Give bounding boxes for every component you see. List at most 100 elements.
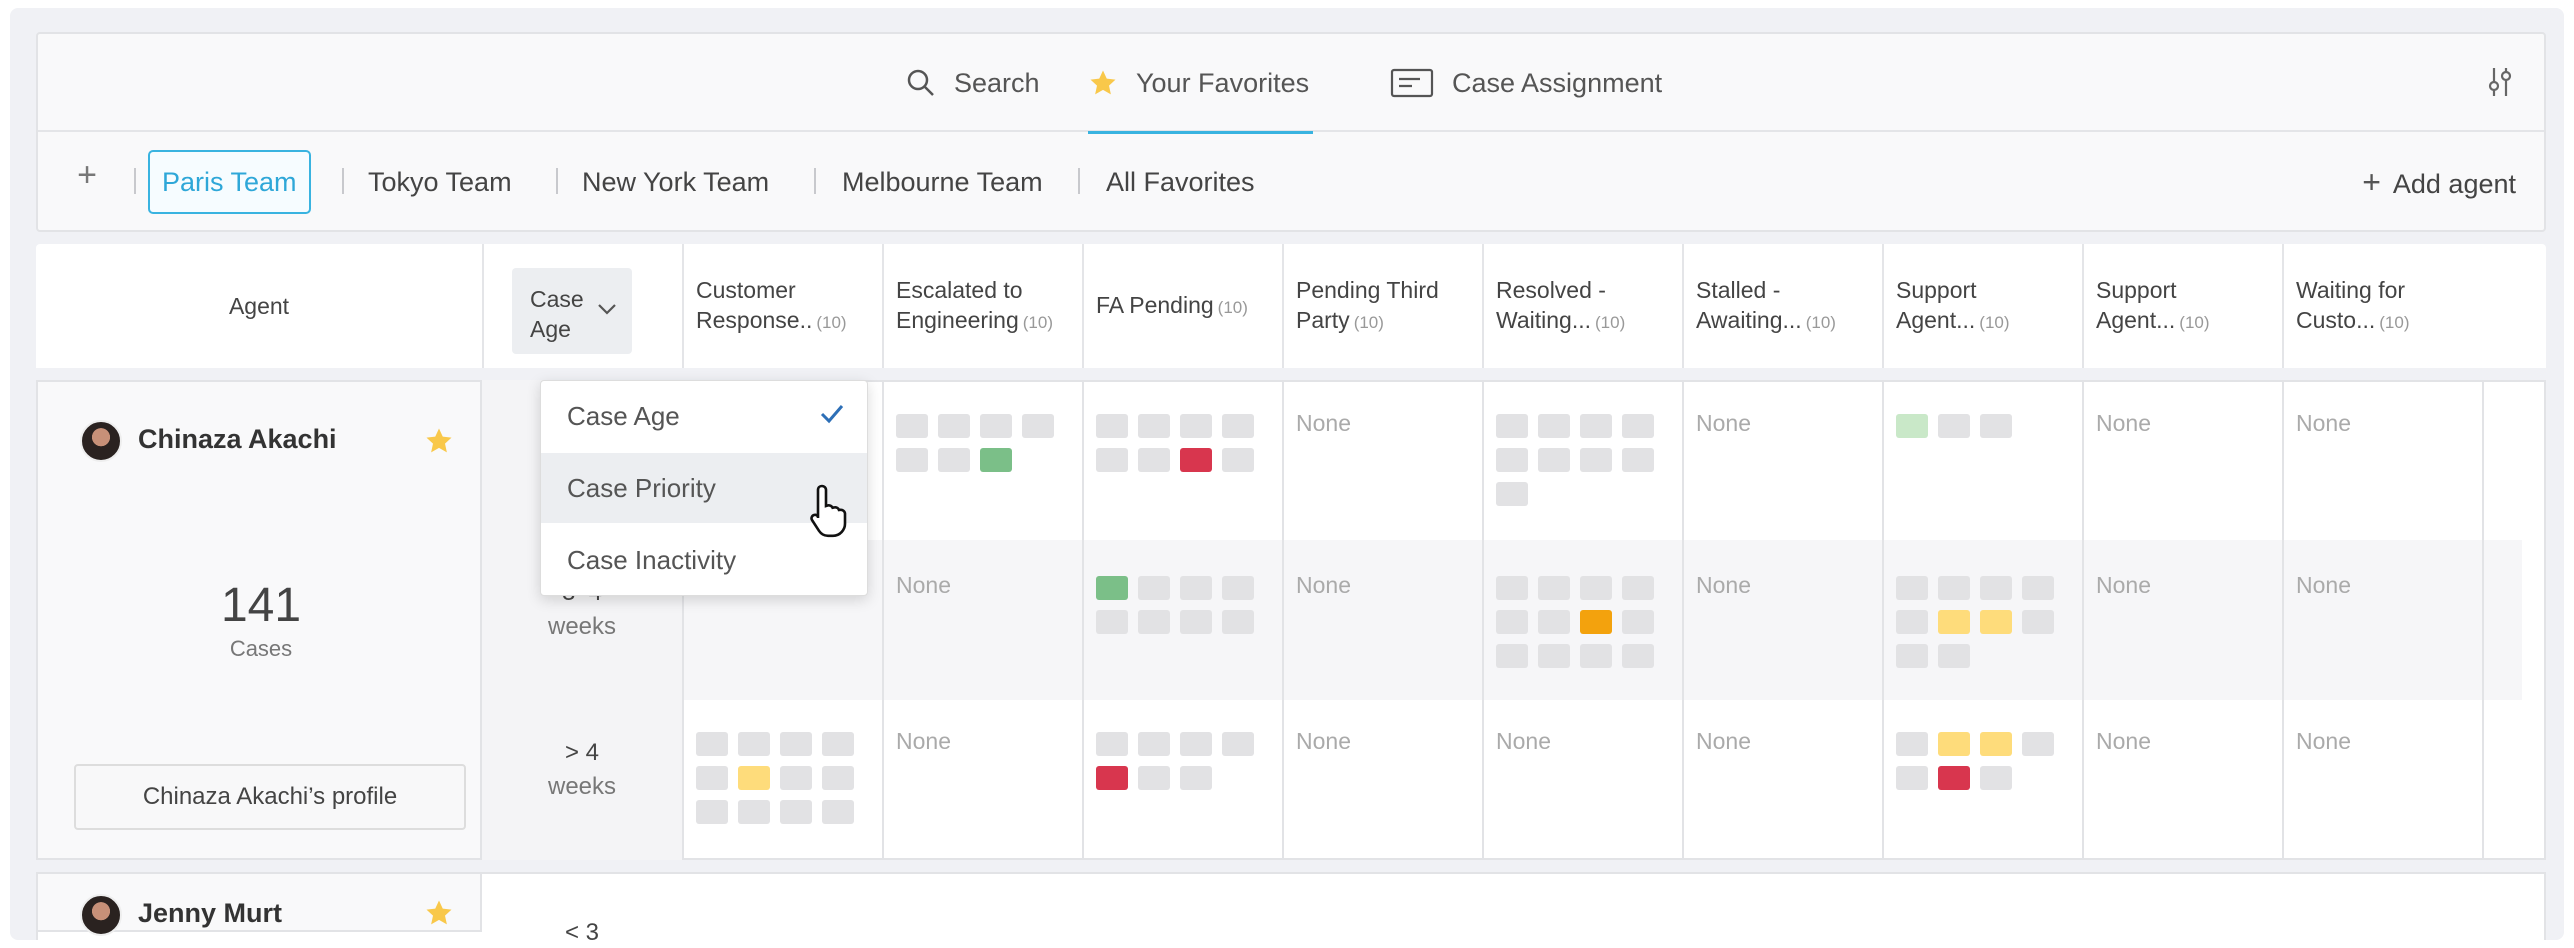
case-square[interactable] bbox=[980, 448, 1012, 472]
case-square[interactable] bbox=[1896, 766, 1928, 790]
case-square[interactable] bbox=[1496, 576, 1528, 600]
case-square[interactable] bbox=[1096, 610, 1128, 634]
case-square[interactable] bbox=[1622, 644, 1654, 668]
case-square[interactable] bbox=[696, 800, 728, 824]
case-square[interactable] bbox=[1222, 610, 1254, 634]
case-square[interactable] bbox=[1138, 414, 1170, 438]
case-square[interactable] bbox=[1580, 448, 1612, 472]
case-square[interactable] bbox=[1138, 732, 1170, 756]
case-square[interactable] bbox=[1538, 610, 1570, 634]
tab-search[interactable]: Search bbox=[906, 34, 1040, 132]
case-square[interactable] bbox=[1496, 610, 1528, 634]
case-square[interactable] bbox=[1538, 644, 1570, 668]
case-square[interactable] bbox=[738, 800, 770, 824]
case-square[interactable] bbox=[1896, 576, 1928, 600]
case-square[interactable] bbox=[1496, 482, 1528, 506]
case-square[interactable] bbox=[1580, 644, 1612, 668]
settings-sliders-icon[interactable] bbox=[2482, 64, 2518, 100]
case-square[interactable] bbox=[1496, 448, 1528, 472]
case-square[interactable] bbox=[1622, 448, 1654, 472]
case-square[interactable] bbox=[1096, 448, 1128, 472]
case-square[interactable] bbox=[1222, 576, 1254, 600]
case-square[interactable] bbox=[1496, 414, 1528, 438]
case-square[interactable] bbox=[1938, 732, 1970, 756]
case-square[interactable] bbox=[1096, 576, 1128, 600]
case-square[interactable] bbox=[1896, 414, 1928, 438]
case-square[interactable] bbox=[738, 732, 770, 756]
case-square[interactable] bbox=[822, 766, 854, 790]
case-square[interactable] bbox=[1096, 766, 1128, 790]
case-square[interactable] bbox=[1938, 766, 1970, 790]
case-square[interactable] bbox=[1222, 732, 1254, 756]
case-square[interactable] bbox=[1980, 766, 2012, 790]
team-tokyo[interactable]: Tokyo Team bbox=[368, 167, 512, 197]
case-square[interactable] bbox=[1138, 448, 1170, 472]
case-square[interactable] bbox=[1180, 448, 1212, 472]
case-square[interactable] bbox=[1222, 448, 1254, 472]
status-column-header[interactable]: Escalated to Engineering (10) bbox=[882, 244, 1082, 368]
case-square[interactable] bbox=[1538, 576, 1570, 600]
case-square[interactable] bbox=[1180, 576, 1212, 600]
case-square[interactable] bbox=[1622, 576, 1654, 600]
case-square[interactable] bbox=[1938, 610, 1970, 634]
case-square[interactable] bbox=[2022, 576, 2054, 600]
status-column-header[interactable]: Waiting for Custo... (10) bbox=[2282, 244, 2482, 368]
case-square[interactable] bbox=[938, 414, 970, 438]
status-column-header[interactable]: Pending Third Party (10) bbox=[1282, 244, 1482, 368]
team-paris[interactable]: Paris Team bbox=[148, 150, 311, 214]
case-square[interactable] bbox=[1180, 732, 1212, 756]
case-square[interactable] bbox=[1096, 414, 1128, 438]
team-all-favorites[interactable]: All Favorites bbox=[1106, 167, 1255, 197]
case-square[interactable] bbox=[896, 448, 928, 472]
case-square[interactable] bbox=[1180, 766, 1212, 790]
case-square[interactable] bbox=[1980, 732, 2012, 756]
case-square[interactable] bbox=[1538, 414, 1570, 438]
dropdown-option-case-priority[interactable]: Case Priority bbox=[541, 453, 867, 523]
team-new-york[interactable]: New York Team bbox=[582, 167, 770, 197]
add-agent-button[interactable]: + Add agent bbox=[2362, 154, 2516, 210]
case-square[interactable] bbox=[1180, 414, 1212, 438]
case-square[interactable] bbox=[738, 766, 770, 790]
case-square[interactable] bbox=[1496, 644, 1528, 668]
case-square[interactable] bbox=[1938, 576, 1970, 600]
case-square[interactable] bbox=[1622, 610, 1654, 634]
case-square[interactable] bbox=[2022, 732, 2054, 756]
status-column-header[interactable]: Customer Response.. (10) bbox=[682, 244, 882, 368]
case-age-sort-button[interactable]: Case Age bbox=[512, 268, 632, 354]
case-square[interactable] bbox=[1980, 576, 2012, 600]
case-square[interactable] bbox=[1138, 610, 1170, 634]
agent-name[interactable]: Chinaza Akachi bbox=[138, 424, 337, 454]
add-team-button[interactable]: + bbox=[77, 156, 97, 194]
case-square[interactable] bbox=[1580, 576, 1612, 600]
case-square[interactable] bbox=[1138, 576, 1170, 600]
agent-profile-button[interactable]: Chinaza Akachi’s profile bbox=[74, 764, 466, 830]
case-square[interactable] bbox=[1222, 414, 1254, 438]
case-square[interactable] bbox=[1096, 732, 1128, 756]
tab-case-assignment[interactable]: Case Assignment bbox=[1390, 34, 1662, 132]
case-square[interactable] bbox=[938, 448, 970, 472]
case-square[interactable] bbox=[696, 766, 728, 790]
case-square[interactable] bbox=[780, 766, 812, 790]
tab-your-favorites[interactable]: Your Favorites bbox=[1088, 34, 1314, 134]
case-square[interactable] bbox=[822, 800, 854, 824]
case-square[interactable] bbox=[1180, 610, 1212, 634]
case-square[interactable] bbox=[780, 800, 812, 824]
status-column-header[interactable]: FA Pending (10) bbox=[1082, 244, 1282, 368]
case-square[interactable] bbox=[1022, 414, 1054, 438]
case-square[interactable] bbox=[822, 732, 854, 756]
case-square[interactable] bbox=[1622, 414, 1654, 438]
case-square[interactable] bbox=[1938, 414, 1970, 438]
case-square[interactable] bbox=[1580, 610, 1612, 634]
case-square[interactable] bbox=[1896, 610, 1928, 634]
status-column-header[interactable]: Resolved - Waiting... (10) bbox=[1482, 244, 1682, 368]
case-square[interactable] bbox=[1580, 414, 1612, 438]
case-square[interactable] bbox=[1980, 610, 2012, 634]
case-square[interactable] bbox=[1138, 766, 1170, 790]
dropdown-option-case-age[interactable]: Case Age bbox=[541, 381, 867, 451]
case-square[interactable] bbox=[1538, 448, 1570, 472]
favorite-star-icon[interactable] bbox=[424, 426, 454, 456]
status-column-header[interactable]: Stalled - Awaiting... (10) bbox=[1682, 244, 1882, 368]
favorite-star-icon[interactable] bbox=[424, 898, 454, 928]
case-square[interactable] bbox=[696, 732, 728, 756]
agent-name[interactable]: Jenny Murt bbox=[138, 898, 283, 928]
